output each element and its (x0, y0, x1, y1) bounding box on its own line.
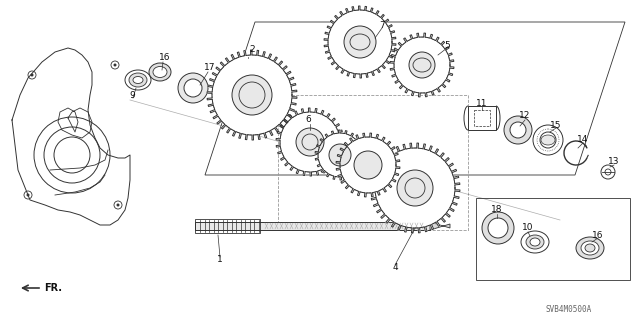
Circle shape (354, 151, 382, 179)
Ellipse shape (129, 73, 147, 87)
Ellipse shape (133, 77, 143, 84)
Text: 12: 12 (519, 112, 531, 121)
Circle shape (488, 218, 508, 238)
Polygon shape (390, 33, 454, 97)
Polygon shape (207, 50, 297, 140)
Circle shape (601, 165, 615, 179)
Polygon shape (12, 48, 130, 225)
Text: 9: 9 (129, 91, 135, 100)
Ellipse shape (153, 66, 167, 78)
Polygon shape (324, 6, 396, 78)
Polygon shape (430, 222, 450, 230)
Ellipse shape (530, 238, 540, 246)
Ellipse shape (541, 135, 555, 145)
Circle shape (344, 26, 376, 58)
Text: SVB4M0500A: SVB4M0500A (545, 305, 591, 314)
Text: 14: 14 (577, 136, 589, 145)
Bar (474, 110, 490, 126)
Text: 1: 1 (217, 256, 223, 264)
Ellipse shape (413, 58, 431, 72)
Circle shape (510, 122, 526, 138)
Circle shape (178, 73, 208, 103)
Circle shape (31, 73, 33, 77)
Text: 11: 11 (476, 99, 488, 108)
Text: 7: 7 (379, 20, 385, 29)
Text: 18: 18 (492, 205, 503, 214)
Ellipse shape (149, 63, 171, 81)
Text: 17: 17 (204, 63, 216, 72)
Ellipse shape (125, 70, 151, 90)
Ellipse shape (576, 237, 604, 259)
Text: 10: 10 (522, 224, 534, 233)
Text: 5: 5 (444, 41, 450, 49)
Ellipse shape (585, 244, 595, 252)
Circle shape (184, 79, 202, 97)
Circle shape (409, 52, 435, 78)
Circle shape (540, 132, 556, 148)
Circle shape (296, 128, 324, 156)
Text: 16: 16 (159, 54, 171, 63)
Circle shape (232, 75, 272, 115)
Text: 4: 4 (392, 263, 398, 272)
Ellipse shape (521, 231, 549, 253)
Text: 2: 2 (249, 46, 255, 55)
Circle shape (26, 194, 29, 197)
Circle shape (329, 144, 351, 166)
Circle shape (533, 125, 563, 155)
Circle shape (397, 170, 433, 206)
Polygon shape (276, 108, 344, 176)
Circle shape (504, 116, 532, 144)
Polygon shape (336, 133, 400, 197)
Circle shape (482, 212, 514, 244)
Polygon shape (370, 143, 460, 233)
Polygon shape (205, 22, 625, 175)
Bar (468, 106, 496, 130)
Text: 16: 16 (592, 231, 604, 240)
Bar (195, 222, 430, 230)
Circle shape (116, 204, 120, 206)
Text: 15: 15 (550, 121, 562, 130)
Bar (195, 219, 260, 233)
Text: 6: 6 (305, 115, 311, 124)
Text: 13: 13 (608, 158, 620, 167)
Polygon shape (315, 130, 365, 180)
Ellipse shape (350, 34, 370, 50)
Ellipse shape (526, 235, 544, 249)
Text: FR.: FR. (44, 283, 62, 293)
Ellipse shape (581, 241, 599, 255)
Circle shape (113, 63, 116, 66)
